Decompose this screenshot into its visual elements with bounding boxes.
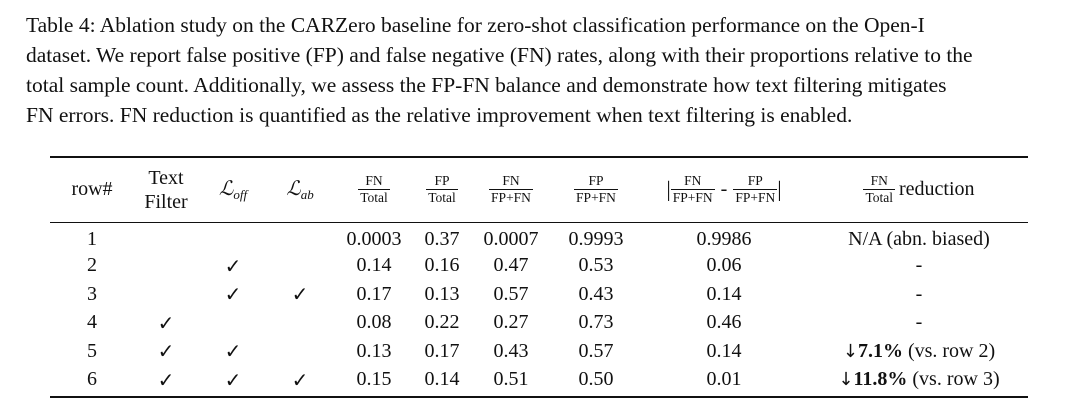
cell-text-filter — [134, 223, 198, 252]
reduction-value: 7.1% — [857, 339, 903, 362]
cell-fn-ratio: 0.27 — [493, 311, 529, 334]
cell-fn-total: 0.13 — [356, 339, 392, 362]
table-row: 4 ✓ 0.08 0.22 0.27 0.73 0.46 - — [50, 309, 1028, 338]
cell-l-ab: ✓ — [291, 367, 309, 392]
table-row: 5 ✓ ✓ 0.13 0.17 0.43 0.57 0.14 ↓7.1% (vs… — [50, 337, 1028, 366]
cell-fn-total: 0.08 — [356, 311, 392, 334]
down-arrow-icon: ↓ — [838, 369, 854, 391]
table-row: 3 ✓ ✓ 0.17 0.13 0.57 0.43 0.14 - — [50, 280, 1028, 309]
cell-fp-total: 0.17 — [424, 339, 460, 362]
table-caption: Table 4: Ablation study on the CARZero b… — [26, 10, 1062, 130]
cell-fn-ratio: 0.57 — [493, 282, 529, 305]
cell-l-off — [198, 309, 268, 338]
cell-fn-ratio: 0.0007 — [483, 227, 539, 250]
cell-fp-total: 0.37 — [424, 227, 460, 250]
cell-l-off: ✓ — [224, 253, 242, 278]
cell-fp-ratio: 0.57 — [578, 339, 614, 362]
cell-fn-reduction: ↓7.1% (vs. row 2) — [810, 337, 1028, 366]
table-row: 2 ✓ 0.14 0.16 0.47 0.53 0.06 - — [50, 252, 1028, 281]
cell-text-filter — [134, 252, 198, 281]
cell-fp-ratio: 0.9993 — [568, 227, 624, 250]
cell-balance: 0.06 — [706, 254, 742, 277]
down-arrow-icon: ↓ — [842, 340, 858, 362]
cell-fn-reduction: - — [810, 280, 1028, 309]
cell-balance: 0.01 — [706, 368, 742, 391]
cell-row-number: 4 — [87, 311, 97, 334]
reduction-note: - — [915, 311, 923, 334]
header-fp-over-total: FP Total — [426, 173, 458, 205]
cell-fp-ratio: 0.50 — [578, 368, 614, 391]
header-l-off: ℒoff — [218, 176, 248, 202]
cell-balance: 0.14 — [706, 339, 742, 362]
cell-l-off — [198, 223, 268, 252]
cell-row-number: 1 — [87, 227, 97, 250]
cell-row-number: 2 — [87, 254, 97, 277]
reduction-note: - — [915, 254, 923, 277]
ablation-table: row# Text Filter ℒoff ℒab FN Total — [50, 156, 1028, 394]
header-fp-over-fp-fn: FP FP+FN — [574, 173, 618, 205]
table-header-rule — [50, 222, 1028, 223]
header-row-number: row# — [71, 178, 113, 200]
cell-fn-total: 0.15 — [356, 368, 392, 391]
cell-l-ab — [268, 337, 332, 366]
cell-row-number: 3 — [87, 282, 97, 305]
cell-fp-total: 0.22 — [424, 311, 460, 334]
caption-line-3: total sample count. Additionally, we ass… — [26, 73, 947, 97]
cell-balance: 0.9986 — [696, 227, 752, 250]
cell-fn-total: 0.14 — [356, 254, 392, 277]
cell-fn-reduction: - — [810, 252, 1028, 281]
cell-balance: 0.14 — [706, 282, 742, 305]
cell-fn-total: 0.0003 — [346, 227, 402, 250]
cell-fn-ratio: 0.47 — [493, 254, 529, 277]
table-top-rule — [50, 156, 1028, 158]
header-fp-fn-balance: | FN FP+FN - FP FP+FN | — [666, 173, 782, 205]
cell-text-filter: ✓ — [157, 339, 175, 364]
cell-l-ab — [268, 309, 332, 338]
cell-l-ab — [268, 223, 332, 252]
cell-fp-ratio: 0.53 — [578, 254, 614, 277]
header-fn-over-total: FN Total — [358, 173, 390, 205]
caption-line-2: dataset. We report false positive (FP) a… — [26, 43, 973, 67]
cell-l-off: ✓ — [224, 339, 242, 364]
cell-text-filter: ✓ — [157, 310, 175, 335]
cell-l-ab: ✓ — [291, 282, 309, 307]
cell-fp-total: 0.14 — [424, 368, 460, 391]
header-fn-reduction: FN Total reduction — [863, 173, 975, 205]
header-l-ab: ℒab — [286, 176, 314, 202]
header-row: row# Text Filter ℒoff ℒab FN Total — [50, 156, 1028, 223]
cell-fp-total: 0.16 — [424, 254, 460, 277]
cell-row-number: 6 — [87, 368, 97, 391]
table-bottom-rule — [50, 396, 1028, 398]
reduction-note: (vs. row 2) — [902, 339, 996, 362]
cell-l-ab — [268, 252, 332, 281]
cell-fn-ratio: 0.51 — [493, 368, 529, 391]
caption-line-4: FN errors. FN reduction is quantified as… — [26, 103, 853, 127]
cell-fn-total: 0.17 — [356, 282, 392, 305]
cell-text-filter: ✓ — [157, 367, 175, 392]
cell-balance: 0.46 — [706, 311, 742, 334]
table-row: 1 0.0003 0.37 0.0007 0.9993 0.9986 N/A (… — [50, 223, 1028, 252]
header-text-filter: Text Filter — [144, 166, 188, 213]
cell-fn-reduction: N/A (abn. biased) — [810, 223, 1028, 252]
reduction-note: N/A (abn. biased) — [848, 227, 990, 250]
reduction-note: - — [915, 282, 923, 305]
cell-fn-reduction: ↓11.8% (vs. row 3) — [810, 366, 1028, 395]
cell-l-off: ✓ — [224, 282, 242, 307]
reduction-note: (vs. row 3) — [907, 368, 1000, 391]
table-row: 6 ✓ ✓ ✓ 0.15 0.14 0.51 0.50 0.01 ↓11.8% … — [50, 366, 1028, 395]
cell-fn-reduction: - — [810, 309, 1028, 338]
caption-line-1: Table 4: Ablation study on the CARZero b… — [26, 13, 925, 37]
cell-row-number: 5 — [87, 339, 97, 362]
cell-l-off: ✓ — [224, 367, 242, 392]
cell-text-filter — [134, 280, 198, 309]
cell-fp-total: 0.13 — [424, 282, 460, 305]
header-fn-over-fp-fn: FN FP+FN — [489, 173, 533, 205]
cell-fp-ratio: 0.73 — [578, 311, 614, 334]
reduction-value: 11.8% — [853, 368, 908, 391]
cell-fp-ratio: 0.43 — [578, 282, 614, 305]
cell-fn-ratio: 0.43 — [493, 339, 529, 362]
